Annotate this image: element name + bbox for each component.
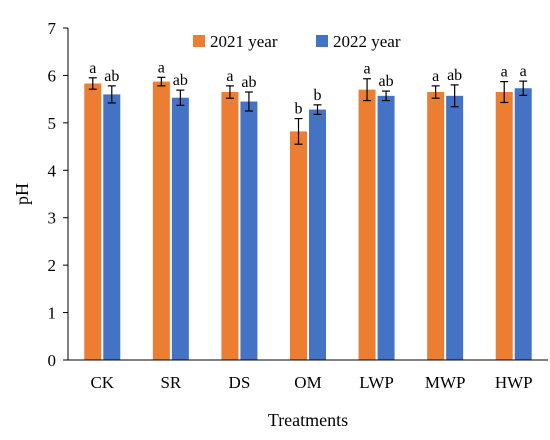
significance-label: b — [295, 101, 303, 118]
bar-2022-ck — [103, 94, 121, 361]
y-tick-label: 4 — [48, 161, 57, 180]
significance-label: a — [158, 59, 165, 76]
legend-swatch-2021 — [193, 35, 205, 47]
x-tick-label: HWP — [495, 373, 533, 392]
significance-label: ab — [104, 68, 119, 85]
significance-label: b — [314, 87, 322, 104]
bar-2022-om — [309, 109, 326, 360]
x-tick-label: LWP — [359, 373, 394, 392]
bar-2022-ds — [240, 101, 258, 360]
significance-label: ab — [379, 73, 394, 90]
x-tick-label: SR — [160, 373, 181, 392]
significance-label: a — [432, 68, 439, 85]
bar-2021-sr — [152, 81, 170, 360]
y-axis-title: pH — [12, 183, 32, 205]
legend-swatch-2022 — [316, 35, 328, 47]
bar-2021-ck — [84, 83, 102, 361]
x-tick-label: CK — [90, 373, 114, 392]
bar-2022-sr — [171, 97, 189, 360]
bar-2021-hwp — [495, 92, 513, 361]
bar-2021-lwp — [358, 89, 376, 361]
bar-2021-om — [290, 131, 307, 360]
significance-label: a — [520, 63, 527, 80]
axes: 0 1 2 3 4 5 6 7 CK SR DS OM LWP MWP HWP — [48, 19, 548, 392]
legend-label: 2021 year — [210, 32, 278, 51]
legend-label: 2022 year — [333, 32, 401, 51]
y-tick-label: 0 — [48, 351, 57, 370]
significance-label: ab — [447, 67, 462, 84]
y-tick-label: 1 — [48, 304, 57, 323]
y-tick-label: 7 — [48, 19, 57, 38]
y-tick-label: 5 — [48, 114, 57, 133]
y-tick-label: 3 — [48, 209, 57, 228]
bar-2022-hwp — [514, 88, 532, 360]
significance-label: a — [226, 68, 233, 85]
legend: 2021 year 2022 year — [193, 32, 401, 51]
bar-2021-mwp — [427, 92, 445, 361]
bar-2022-mwp — [446, 95, 464, 360]
y-tick-label: 6 — [48, 66, 57, 85]
significance-label: a — [501, 64, 508, 81]
bar-2022-lwp — [377, 95, 395, 360]
bar-2021-ds — [221, 92, 239, 361]
x-axis-title: Treatments — [268, 410, 348, 430]
x-tick-label: MWP — [425, 373, 466, 392]
significance-label: ab — [173, 72, 188, 89]
significance-label: ab — [241, 74, 256, 91]
y-tick-label: 2 — [48, 256, 57, 275]
significance-label: a — [364, 61, 371, 78]
significance-label: a — [89, 60, 96, 77]
x-tick-label: OM — [294, 373, 321, 392]
x-tick-label: DS — [229, 373, 251, 392]
